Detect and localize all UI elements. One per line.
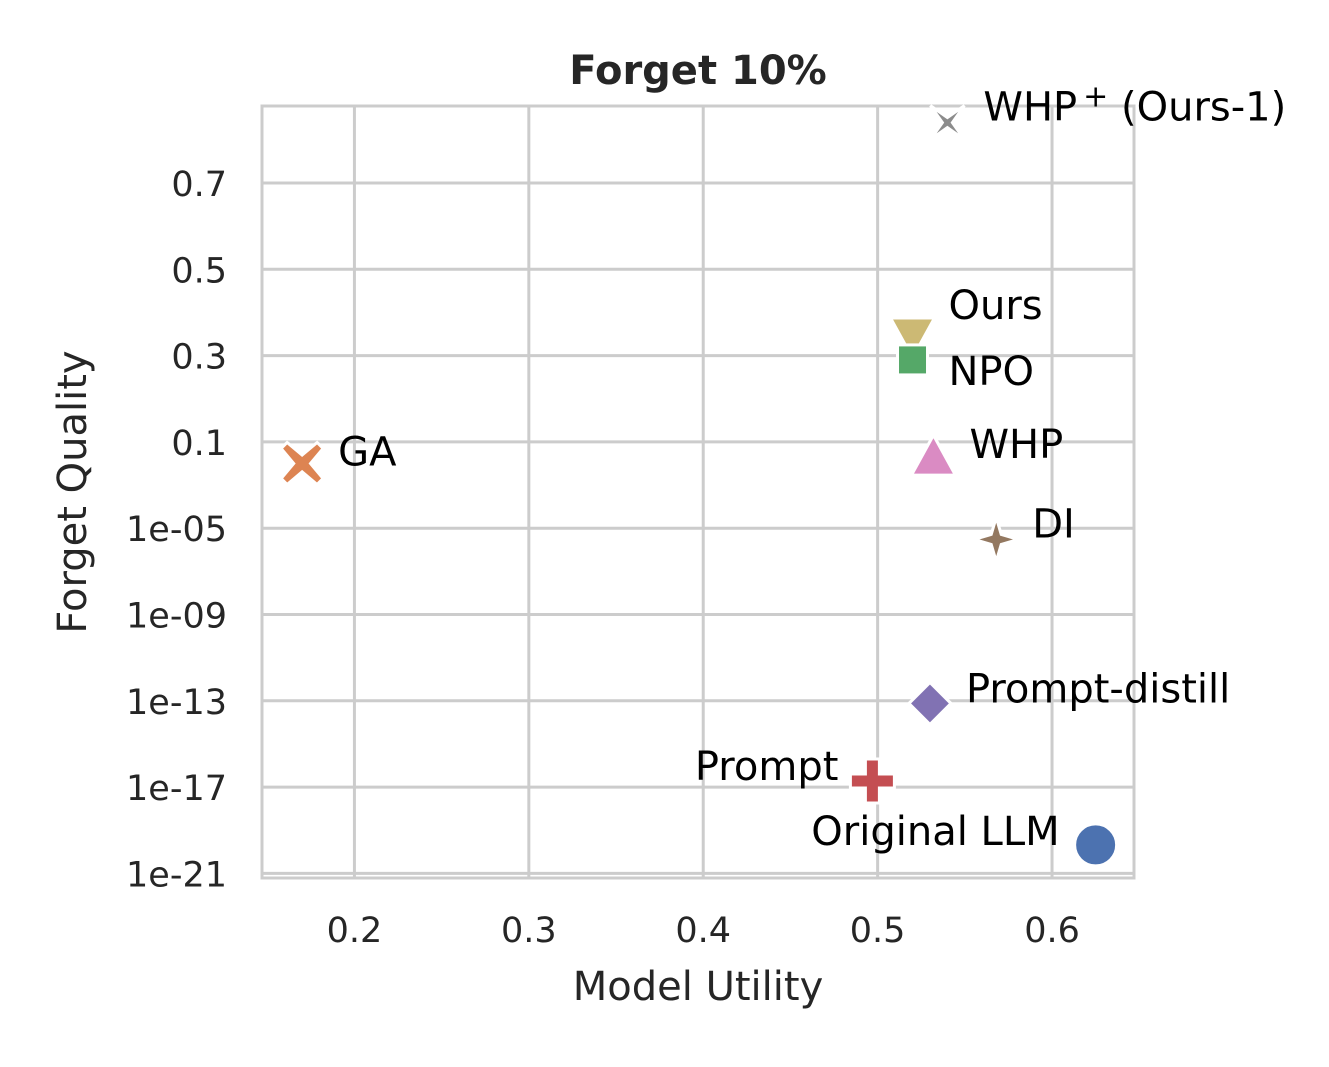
y-tick-label: 1e-13 [126, 683, 227, 723]
y-tick-label: 0.3 [171, 338, 227, 378]
point-label-text: Original LLM [811, 809, 1059, 855]
point-label-text: Prompt-distill [966, 666, 1230, 712]
x-tick-label: 0.4 [675, 911, 731, 951]
point-label: Prompt [695, 744, 839, 790]
y-tick-label: 1e-21 [126, 855, 227, 895]
point-label-superscript: + [1083, 80, 1108, 115]
point-label-text: GA [338, 429, 397, 475]
y-tick-label: 1e-09 [126, 597, 227, 637]
y-tick-label: 1e-17 [126, 769, 227, 809]
point-label-text: Ours [949, 283, 1043, 329]
point-di-marker [968, 512, 1024, 567]
y-axis-label: Forget Quality [50, 350, 96, 633]
y-gridlines [263, 181, 1133, 875]
point-label: Ours [949, 283, 1043, 329]
y-tick-label: 0.1 [171, 424, 227, 464]
y-tick-labels: 0.7 0.5 0.3 0.1 1e-05 1e-09 1e-13 1e-17 1e-21 [126, 165, 227, 895]
point-ga-marker [279, 440, 326, 487]
x-axis-label: Model Utility [573, 964, 823, 1010]
point-original-llm-marker [1073, 822, 1119, 868]
point-label: NPO [949, 349, 1035, 395]
plot-area [260, 104, 1136, 880]
x-tick-label: 0.2 [327, 911, 383, 951]
point-label-text: Prompt [695, 744, 839, 790]
data-points [279, 104, 1119, 868]
point-prompt-distill-marker [906, 680, 954, 727]
point-label: Original LLM [811, 809, 1059, 855]
point-ours-marker [887, 316, 938, 362]
point-npo-marker [896, 343, 930, 377]
y-tick-label: 0.7 [171, 165, 227, 205]
point-prompt-marker [848, 757, 896, 805]
point-label: DI [1032, 501, 1075, 547]
point-whp-marker [929, 104, 966, 141]
x-tick-label: 0.6 [1024, 911, 1080, 951]
point-label: WHP [969, 422, 1063, 468]
point-label-text: WHP [969, 422, 1063, 468]
point-whp-marker [908, 432, 958, 477]
x-gridlines [352, 107, 1054, 877]
y-tick-label: 1e-05 [126, 510, 227, 550]
x-tick-label: 0.3 [501, 911, 557, 951]
point-label-suffix: (Ours-1) [1108, 85, 1286, 131]
point-label: Prompt-distill [966, 666, 1230, 712]
point-label: WHP + (Ours-1) [983, 80, 1286, 131]
chart-title: Forget 10% [569, 48, 826, 94]
point-label-text: NPO [949, 349, 1035, 395]
x-tick-label: 0.5 [850, 911, 906, 951]
point-label: GA [338, 429, 397, 475]
y-tick-label: 0.5 [171, 251, 227, 291]
x-tick-labels: 0.2 0.3 0.4 0.5 0.6 [327, 911, 1080, 951]
point-label-text: DI [1032, 501, 1075, 547]
point-label-text: WHP [983, 85, 1077, 131]
